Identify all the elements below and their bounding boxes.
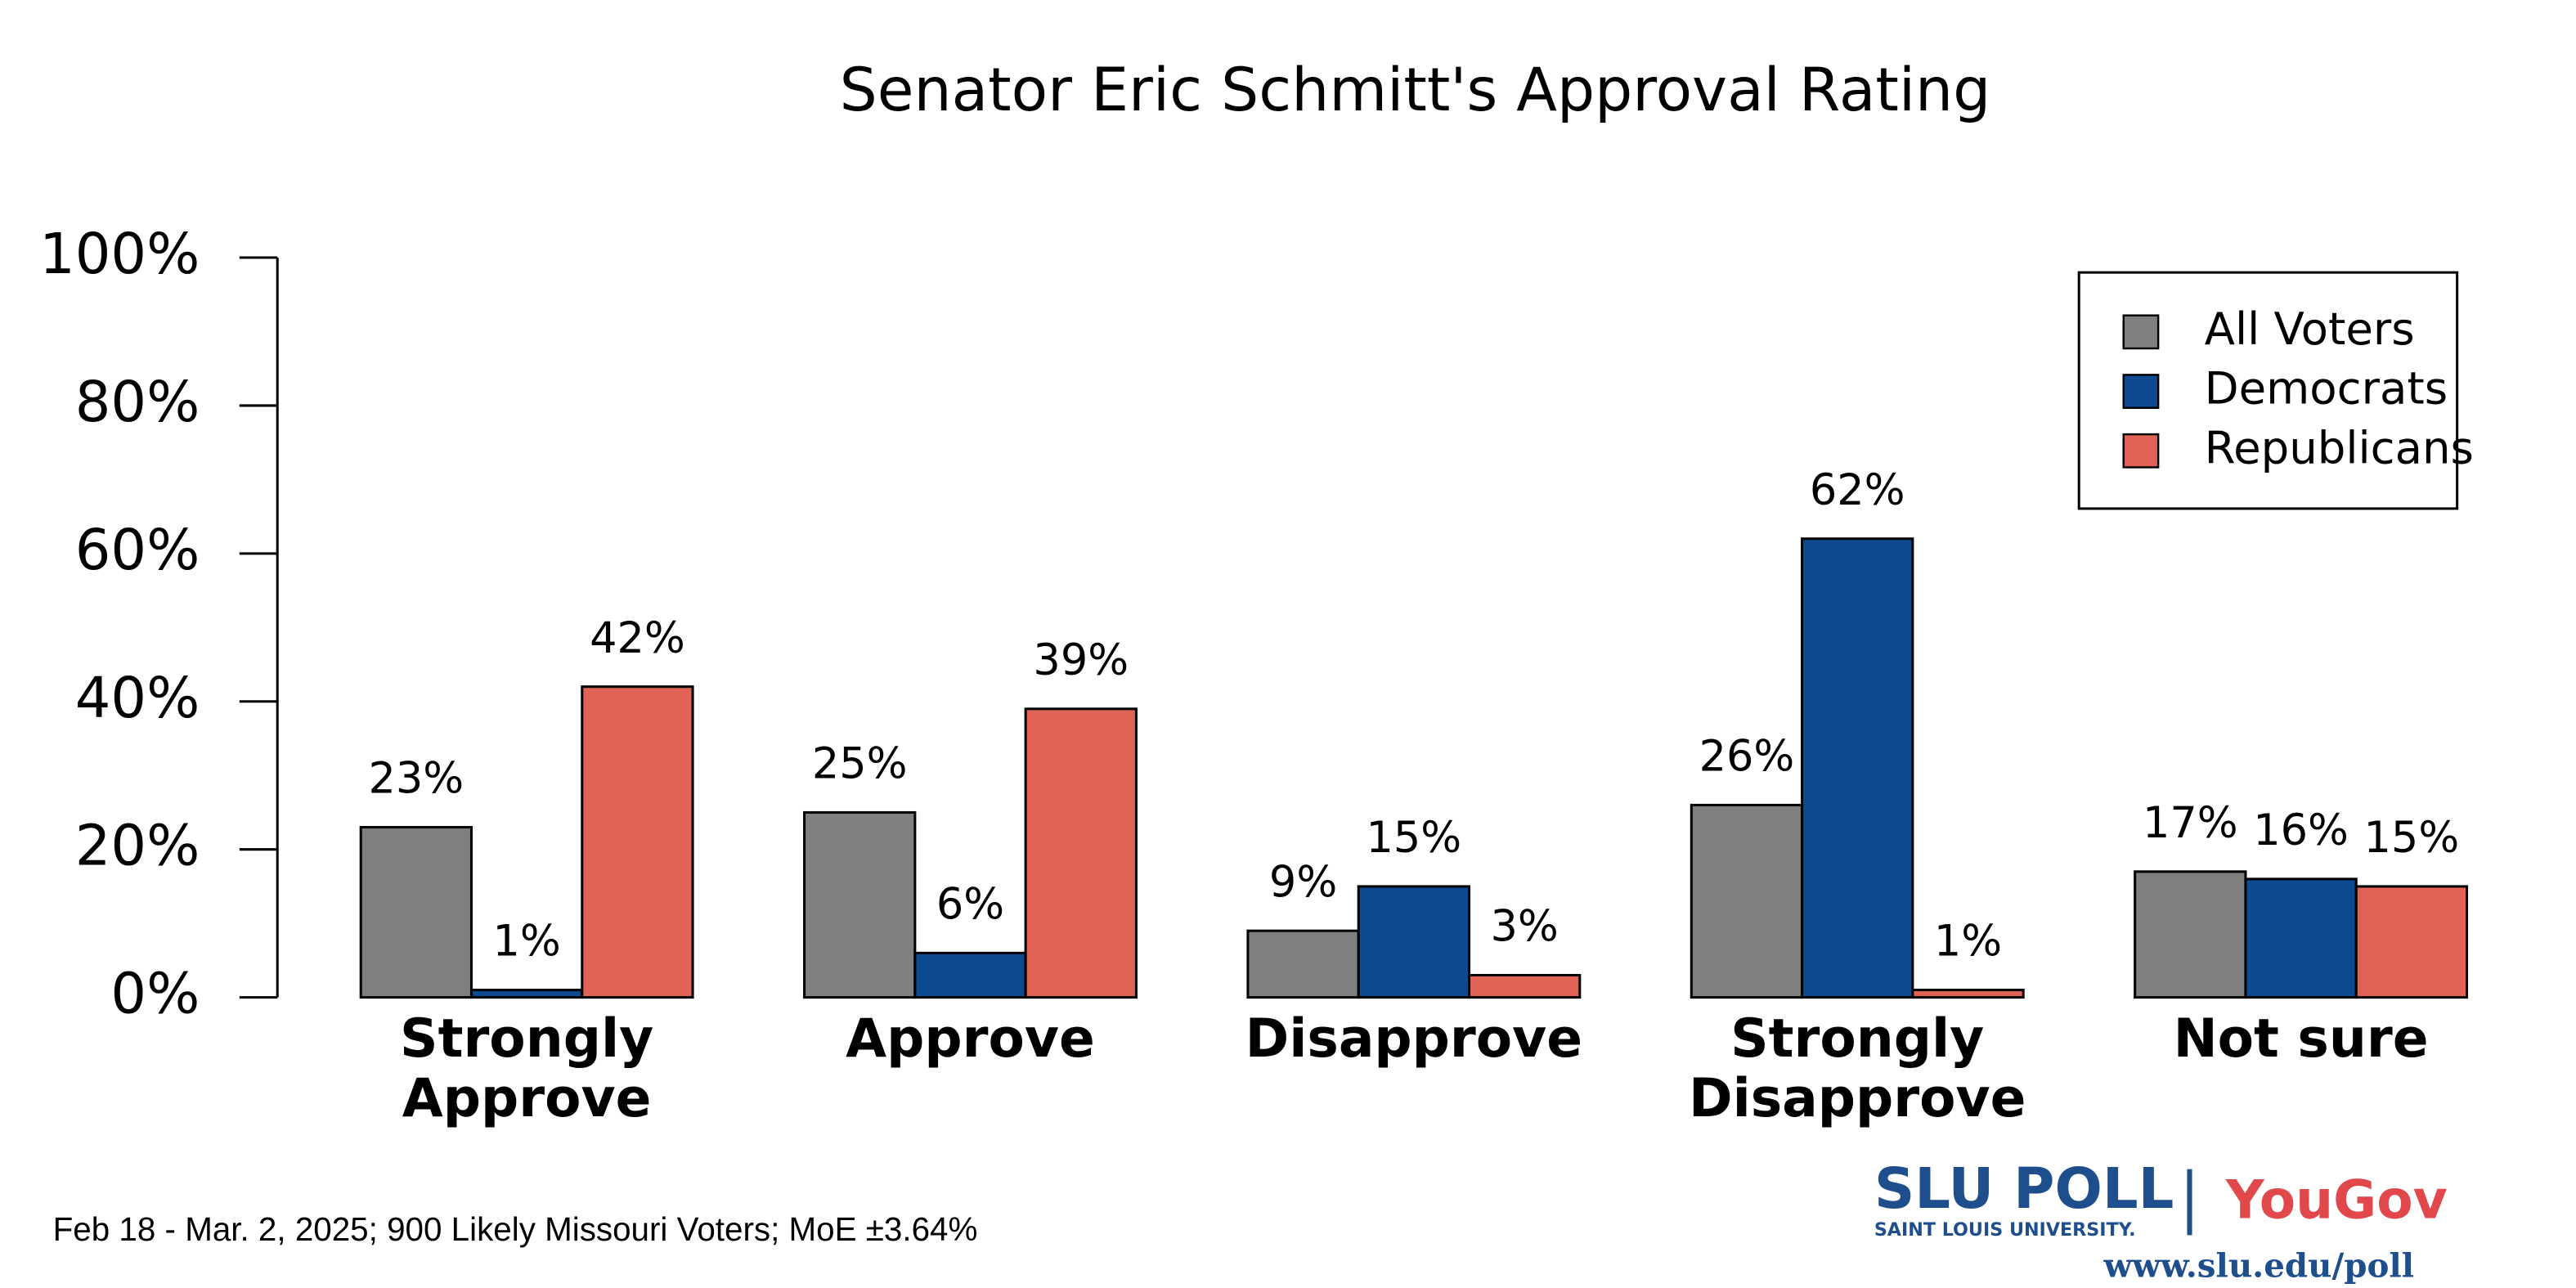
legend-swatch <box>2122 374 2160 409</box>
legend-label: Democrats <box>2205 362 2448 415</box>
value-label: 1% <box>1934 917 2002 967</box>
x-tick-line: Disapprove <box>1689 1067 2026 1129</box>
bar <box>1690 803 1804 999</box>
bar <box>1024 707 1138 999</box>
value-label: 25% <box>812 739 908 789</box>
value-label: 26% <box>1699 732 1795 782</box>
bar <box>1911 989 2025 999</box>
x-tick-label: Strongly Disapprove <box>1689 1008 2026 1129</box>
x-tick-line: Strongly <box>1730 1008 1984 1070</box>
value-label: 9% <box>1269 857 1337 907</box>
y-tick-label: 0% <box>110 962 200 1027</box>
bar <box>1467 973 1582 999</box>
bar <box>803 810 917 999</box>
legend-swatch <box>2122 433 2160 469</box>
x-tick-line: Approve <box>402 1067 652 1129</box>
value-label: 15% <box>1367 813 1462 863</box>
x-tick-label: Not sure <box>2174 1008 2429 1070</box>
bar <box>2244 877 2358 999</box>
value-label: 16% <box>2253 806 2349 855</box>
bar <box>581 685 694 999</box>
value-label: 62% <box>1810 465 1905 515</box>
legend-swatch <box>2122 314 2160 350</box>
legend-label: Republicans <box>2205 421 2474 473</box>
x-tick-line: Approve <box>846 1008 1095 1070</box>
url: www.slu.edu/poll <box>2103 1245 2415 1285</box>
bar <box>1801 537 1914 999</box>
slu-logo: SLU POLL <box>1874 1156 2174 1222</box>
x-tick-label: Strongly Approve <box>400 1008 653 1129</box>
yougov-logo: YouGov <box>2225 1170 2448 1232</box>
x-tick-label: Disapprove <box>1245 1008 1583 1070</box>
value-label: 1% <box>492 917 560 967</box>
y-tick-label: 60% <box>75 518 200 583</box>
value-label: 42% <box>590 613 685 663</box>
x-tick-line: Strongly <box>400 1008 653 1070</box>
y-tick-label: 20% <box>75 814 200 879</box>
value-label: 15% <box>2364 813 2460 863</box>
bar <box>1357 885 1471 999</box>
legend-label: All Voters <box>2205 303 2415 355</box>
value-label: 17% <box>2143 798 2238 848</box>
bar <box>913 951 1027 999</box>
bar <box>2134 870 2247 999</box>
bar <box>2354 885 2469 999</box>
chart-title: Senator Eric Schmitt's Approval Rating <box>840 56 1991 125</box>
value-label: 6% <box>936 879 1004 929</box>
x-tick-line: Not sure <box>2174 1008 2429 1070</box>
y-tick-label: 40% <box>75 666 200 731</box>
source-note: Feb 18 - Mar. 2, 2025; 900 Likely Missou… <box>53 1210 978 1248</box>
bar <box>1246 929 1360 999</box>
value-label: 23% <box>368 754 464 804</box>
bar <box>359 826 473 999</box>
y-tick-label: 100% <box>39 222 200 287</box>
value-label: 3% <box>1491 902 1559 952</box>
value-label: 39% <box>1033 635 1129 685</box>
x-tick-label: Approve <box>846 1008 1095 1070</box>
bar <box>469 989 584 999</box>
slu-name: SAINT LOUIS UNIVERSITY. <box>1874 1219 2136 1241</box>
x-tick-line: Disapprove <box>1245 1008 1583 1070</box>
y-tick-label: 80% <box>75 370 200 435</box>
